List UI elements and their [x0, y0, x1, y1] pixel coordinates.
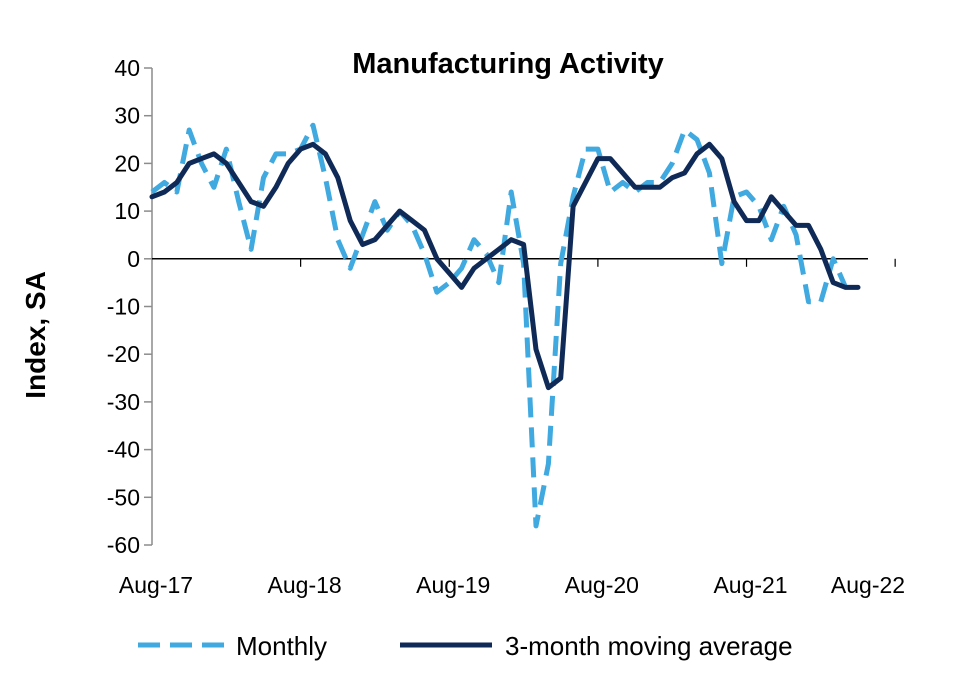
legend-label-3-month-moving-average: 3-month moving average — [505, 631, 793, 661]
x-tick-label: Aug-21 — [713, 572, 787, 598]
y-tick-label: 30 — [114, 103, 140, 129]
y-tick-label: -10 — [107, 294, 140, 320]
y-tick-label: -30 — [107, 389, 140, 415]
y-tick-label: 20 — [114, 150, 140, 176]
series-line-3-month-moving-average — [149, 141, 861, 391]
legend-label-monthly: Monthly — [236, 631, 327, 661]
x-tick-label: Aug-20 — [565, 572, 639, 598]
y-tick-label: -60 — [107, 532, 140, 558]
y-axis-label: Index, SA — [20, 271, 51, 399]
y-tick-label: -50 — [107, 484, 140, 510]
y-tick-label: 0 — [127, 246, 140, 272]
x-tick-label: Aug-22 — [831, 572, 905, 598]
x-tick-label: Aug-17 — [119, 572, 193, 598]
series-line-monthly — [150, 122, 848, 529]
legend: Monthly 3-month moving average — [138, 631, 793, 661]
y-axis-ticks: 40 30 20 10 0 -10 -20 -30 -40 -50 -60 — [107, 55, 152, 558]
x-axis-ticks: Aug-17 Aug-18 Aug-19 Aug-20 Aug-21 Aug-22 — [119, 258, 905, 598]
x-tick-label: Aug-19 — [416, 572, 490, 598]
y-tick-label: 40 — [114, 55, 140, 81]
y-tick-label: 10 — [114, 198, 140, 224]
chart-title: Manufacturing Activity — [352, 48, 664, 80]
y-tick-label: -20 — [107, 341, 140, 367]
x-tick-label: Aug-18 — [268, 572, 342, 598]
y-tick-label: -40 — [107, 437, 140, 463]
